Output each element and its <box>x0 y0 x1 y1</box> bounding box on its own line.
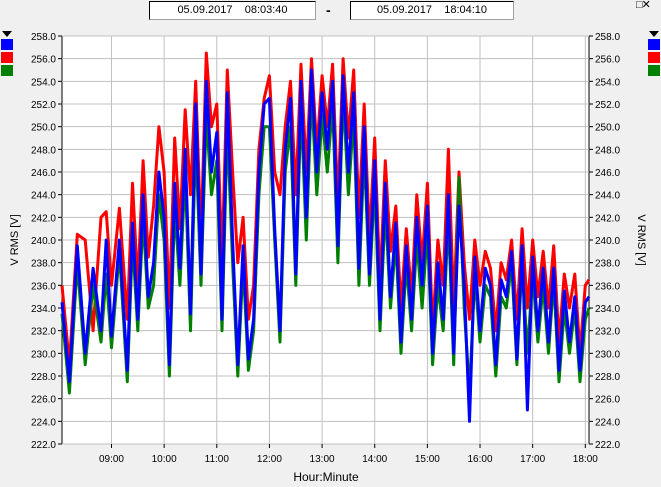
grid-lines <box>62 35 589 445</box>
x-tick-label: 14:00 <box>362 454 387 465</box>
legend-swatch-green[interactable] <box>648 65 660 76</box>
range-separator: - <box>326 2 331 18</box>
y-tick-label-left: 250.0 <box>31 123 56 134</box>
y-tick-label-right: 236.0 <box>595 281 620 292</box>
legend-dropdown-arrow-icon[interactable] <box>649 31 659 37</box>
y-tick-label-left: 224.0 <box>31 417 56 428</box>
legend-swatch-red[interactable] <box>1 52 13 63</box>
x-tick-label: 11:00 <box>205 454 230 465</box>
y-tick-label-right: 254.0 <box>595 77 620 88</box>
y-tick-label-right: 258.0 <box>595 32 620 43</box>
x-tick-label: 18:00 <box>573 454 598 465</box>
y-tick-label-left: 232.0 <box>31 327 56 338</box>
y-tick-label-right: 234.0 <box>595 304 620 315</box>
x-tick-label: 09:00 <box>99 454 124 465</box>
y-tick-label-right: 242.0 <box>595 213 620 224</box>
y-tick-label-left: 244.0 <box>31 191 56 202</box>
y-tick-label-left: 240.0 <box>31 236 56 247</box>
legend-swatch-blue[interactable] <box>648 39 660 50</box>
y-tick-label-left: 248.0 <box>31 145 56 156</box>
y-tick-label-right: 228.0 <box>595 372 620 383</box>
y-tick-label-left: 222.0 <box>31 440 56 451</box>
x-tick-label: 16:00 <box>468 454 493 465</box>
y-tick-label-left: 230.0 <box>31 349 56 360</box>
y-tick-label-left: 246.0 <box>31 168 56 179</box>
y-axis-left: 258.0 256.0 254.0 252.0 250.0 248.0 246.0 244.0… <box>31 32 62 451</box>
y-tick-label-left: 226.0 <box>31 395 56 406</box>
y-tick-label-right: 226.0 <box>595 395 620 406</box>
y-tick-label-left: 238.0 <box>31 259 56 270</box>
y-tick-label-right: 240.0 <box>595 236 620 247</box>
y-tick-label-right: 248.0 <box>595 145 620 156</box>
end-datetime-field[interactable]: 05.09.2017 18:04:10 <box>350 1 514 20</box>
y-tick-label-right: 252.0 <box>595 100 620 111</box>
legend-left <box>1 31 13 78</box>
x-axis: 09:00 10:00 11:00 12:00 13:00 14:00 15:00 16:00… <box>99 444 598 465</box>
y-tick-label-right: 250.0 <box>595 123 620 134</box>
y-tick-label-right: 222.0 <box>595 440 620 451</box>
x-tick-label: 13:00 <box>310 454 335 465</box>
y-axis-right: 258.0 256.0 254.0 252.0 250.0 248.0 246.0 244.0… <box>589 32 620 451</box>
legend-dropdown-arrow-icon[interactable] <box>2 31 12 37</box>
y-tick-label-right: 224.0 <box>595 417 620 428</box>
legend-swatch-green[interactable] <box>1 65 13 76</box>
x-tick-label: 17:00 <box>520 454 545 465</box>
y-tick-label-left: 242.0 <box>31 213 56 224</box>
y-tick-label-right: 230.0 <box>595 349 620 360</box>
y-tick-label-left: 256.0 <box>31 55 56 66</box>
y-tick-label-left: 234.0 <box>31 304 56 315</box>
y-tick-label-right: 232.0 <box>595 327 620 338</box>
y-tick-label-left: 228.0 <box>31 372 56 383</box>
x-tick-label: 12:00 <box>257 454 282 465</box>
y-tick-label-right: 256.0 <box>595 55 620 66</box>
series-line-2 <box>60 68 591 423</box>
series-layer <box>60 51 591 423</box>
y-tick-label-left: 258.0 <box>31 32 56 43</box>
x-axis-label: Hour:Minute <box>293 470 359 484</box>
legend-swatch-blue[interactable] <box>1 39 13 50</box>
y-tick-label-right: 238.0 <box>595 259 620 270</box>
x-tick-label: 10:00 <box>152 454 177 465</box>
y-axis-label-left: V RMS [V] <box>9 214 21 265</box>
y-tick-label-left: 252.0 <box>31 100 56 111</box>
y-tick-label-left: 236.0 <box>31 281 56 292</box>
y-tick-label-right: 246.0 <box>595 168 620 179</box>
y-tick-label-left: 254.0 <box>31 77 56 88</box>
legend-right <box>648 31 660 78</box>
y-axis-label-right: V RMS [V] <box>635 214 647 265</box>
x-tick-label: 15:00 <box>415 454 440 465</box>
window-corner-icon[interactable]: □✕ <box>636 0 651 11</box>
y-tick-label-right: 244.0 <box>595 191 620 202</box>
start-datetime-field[interactable]: 05.09.2017 08:03:40 <box>149 1 316 20</box>
legend-swatch-red[interactable] <box>648 52 660 63</box>
